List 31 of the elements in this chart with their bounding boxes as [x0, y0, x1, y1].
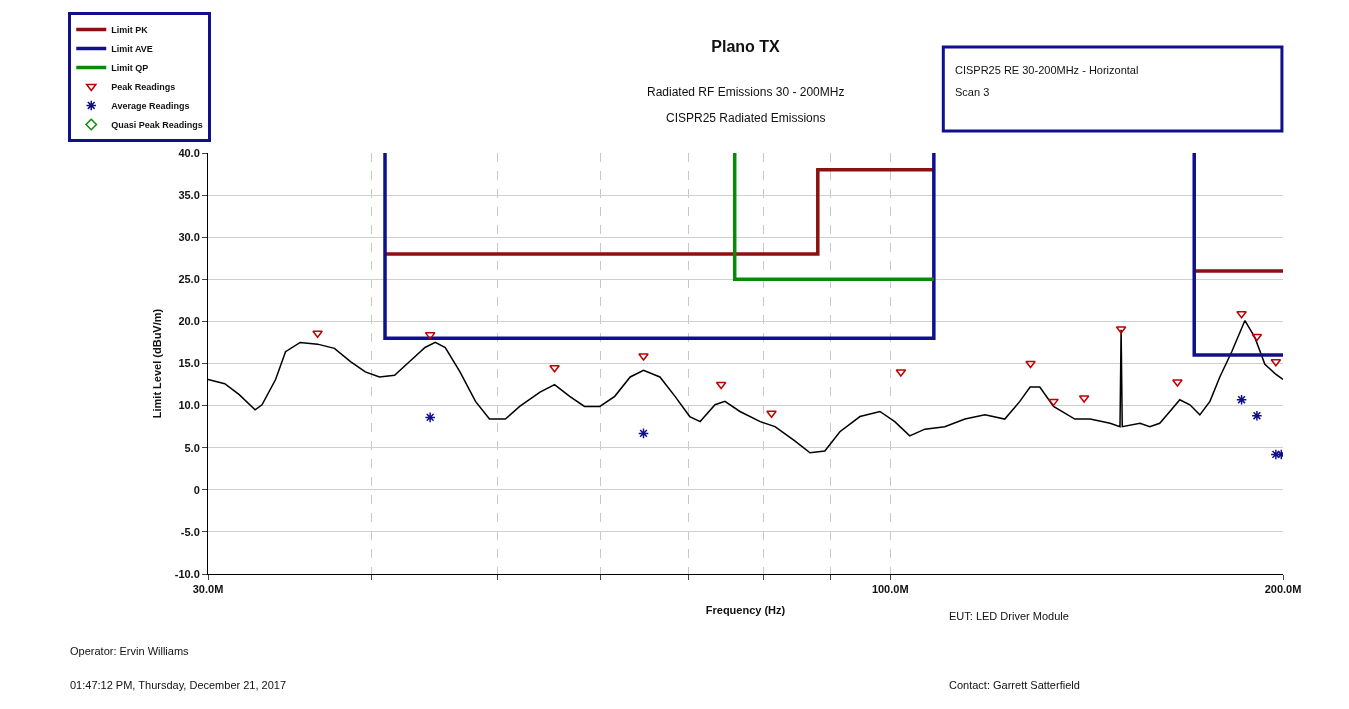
legend-label: Quasi Peak Readings — [111, 119, 203, 130]
x-tick-label: 100.0M — [871, 583, 909, 596]
y-tick-label: 10.0 — [178, 399, 200, 412]
chart-title: Plano TX — [711, 37, 781, 55]
y-tick-label: -10.0 — [174, 567, 200, 580]
legend-label: Peak Readings — [111, 81, 176, 92]
legend-label: Limit QP — [111, 62, 149, 73]
y-tick-label: -5.0 — [180, 525, 200, 538]
x-tick-label: 200.0M — [1264, 583, 1302, 596]
y-axis-title: Limit Level (dBuV/m) — [151, 308, 164, 419]
text: CISPR25 Radiated Emissions — [666, 111, 826, 125]
text: CISPR25 RE 30-200MHz - Horizontal — [955, 64, 1139, 76]
y-tick-label: 0 — [193, 483, 200, 496]
y-tick-label: 5.0 — [184, 441, 200, 454]
legend-label: Limit AVE — [111, 43, 153, 54]
chart-subtitle: Radiated RF Emissions 30 - 200MHz — [647, 85, 845, 99]
x-tick-label: 30.0M — [192, 583, 224, 596]
y-tick-label: 40.0 — [178, 146, 200, 159]
legend-label: Average Readings — [111, 100, 190, 111]
x-axis-title: Frequency (Hz) — [705, 604, 786, 617]
legend-label: Limit PK — [111, 24, 149, 35]
text: 01:47:12 PM, Thursday, December 21, 2017 — [70, 679, 287, 691]
text: Operator: Ervin Williams — [70, 645, 190, 657]
text: Contact: Garrett Satterfield — [949, 679, 1080, 691]
y-tick-label: 35.0 — [178, 188, 200, 201]
text: Scan 3 — [955, 86, 990, 98]
y-tick-label: 15.0 — [178, 357, 200, 370]
y-tick-label: 25.0 — [178, 273, 200, 286]
y-tick-label: 30.0 — [178, 231, 200, 244]
y-tick-label: 20.0 — [178, 315, 200, 328]
text: EUT: LED Driver Module — [949, 610, 1069, 622]
